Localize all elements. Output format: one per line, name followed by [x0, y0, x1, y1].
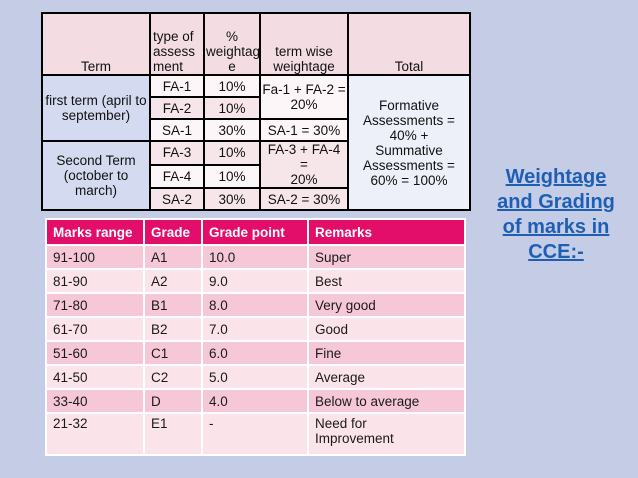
grade-point-cell: 4.0: [201, 388, 309, 414]
pct-cell: 10%: [203, 96, 261, 120]
first-term-cell: first term (april to september): [41, 74, 151, 142]
table-row: 71-80 B1 8.0 Very good: [45, 292, 466, 318]
grade-cell: E1: [143, 412, 203, 456]
type-cell: SA-2: [149, 187, 205, 211]
second-term-cell: Second Term (october to march): [41, 140, 151, 211]
header-remarks: Remarks: [307, 218, 466, 246]
grade-cell: B1: [143, 292, 203, 318]
grade-cell: A2: [143, 268, 203, 294]
header-grade-point: Grade point: [201, 218, 309, 246]
marks-range-cell: 71-80: [45, 292, 145, 318]
remark-cell: Below to average: [307, 388, 466, 414]
grade-cell: A1: [143, 244, 203, 270]
marks-range-cell: 33-40: [45, 388, 145, 414]
termwise-sa2-cell: SA-2 = 30%: [259, 187, 349, 211]
weightage-table: Term type of assess ment % weightag e term w…: [41, 12, 471, 211]
remark-cell: Need for Improvement: [307, 412, 466, 456]
grade-point-cell: 10.0: [201, 244, 309, 270]
pct-cell: 10%: [203, 74, 261, 98]
table-row: 81-90 A2 9.0 Best: [45, 268, 466, 294]
header-term: Term: [41, 12, 151, 76]
pct-cell: 30%: [203, 187, 261, 211]
weightage-row-fa1: first term (april to september) FA-1 10% …: [41, 74, 471, 211]
table-row: 41-50 C2 5.0 Average: [45, 364, 466, 390]
marks-range-cell: 41-50: [45, 364, 145, 390]
grade-point-cell: 8.0: [201, 292, 309, 318]
total-cell: Formative Assessments = 40% + Summative …: [347, 74, 471, 211]
grading-table: Marks range Grade Grade point Remarks 91…: [45, 218, 466, 456]
grade-point-cell: 5.0: [201, 364, 309, 390]
pct-cell: 10%: [203, 163, 261, 189]
header-grade: Grade: [143, 218, 203, 246]
table-row: 61-70 B2 7.0 Good: [45, 316, 466, 342]
weightage-row-sa2: SA-2 30% SA-2 = 30%: [42, 187, 470, 211]
type-cell: FA-3: [149, 140, 205, 166]
grade-point-cell: 9.0: [201, 268, 309, 294]
marks-range-cell: 21-32: [45, 412, 145, 456]
weightage-header-row: Term type of assess ment % weightag e term w…: [41, 12, 471, 76]
remark-cell: Best: [307, 268, 466, 294]
grade-cell: C1: [143, 340, 203, 366]
header-term-wise-weightage: term wise weightage: [259, 12, 349, 76]
table-row: 21-32 E1 - Need for Improvement: [45, 412, 466, 456]
type-cell: FA-2: [149, 96, 205, 120]
header-percent-weightage: % weightag e: [203, 12, 261, 76]
type-cell: FA-4: [149, 163, 205, 189]
table-row: 51-60 C1 6.0 Fine: [45, 340, 466, 366]
remark-cell: Fine: [307, 340, 466, 366]
header-type-of-assessment: type of assess ment: [149, 12, 205, 76]
termwise-fa34-cell: FA-3 + FA-4 = 20%: [259, 140, 349, 189]
grade-cell: B2: [143, 316, 203, 342]
grade-point-cell: -: [201, 412, 309, 456]
marks-range-cell: 81-90: [45, 268, 145, 294]
grading-header-row: Marks range Grade Grade point Remarks: [45, 218, 466, 246]
termwise-fa12-cell: Fa-1 + FA-2 = 20%: [259, 74, 349, 120]
marks-range-cell: 61-70: [45, 316, 145, 342]
slide-title: Weightage and Grading of marks in CCE:-: [497, 166, 615, 263]
type-cell: SA-1: [149, 118, 205, 142]
remark-cell: Super: [307, 244, 466, 270]
remark-cell: Very good: [307, 292, 466, 318]
pct-cell: 30%: [203, 118, 261, 142]
grade-cell: C2: [143, 364, 203, 390]
grade-cell: D: [143, 388, 203, 414]
weightage-row-fa2: FA-2 10%: [42, 96, 470, 120]
table-row: 91-100 A1 10.0 Super: [45, 244, 466, 270]
termwise-sa1-cell: SA-1 = 30%: [259, 118, 349, 142]
weightage-row-fa3: Second Term (october to march) FA-3 10% F…: [41, 140, 470, 211]
header-total: Total: [347, 12, 471, 76]
remark-cell: Good: [307, 316, 466, 342]
header-marks-range: Marks range: [45, 218, 145, 246]
weightage-row-sa1: SA-1 30% SA-1 = 30%: [42, 118, 470, 142]
grade-point-cell: 7.0: [201, 316, 309, 342]
pct-cell: 10%: [203, 140, 261, 166]
table-row: 33-40 D 4.0 Below to average: [45, 388, 466, 414]
marks-range-cell: 91-100: [45, 244, 145, 270]
type-cell: FA-1: [149, 74, 205, 98]
weightage-row-fa4: FA-4 10%: [42, 163, 470, 189]
remark-cell: Average: [307, 364, 466, 390]
marks-range-cell: 51-60: [45, 340, 145, 366]
grade-point-cell: 6.0: [201, 340, 309, 366]
